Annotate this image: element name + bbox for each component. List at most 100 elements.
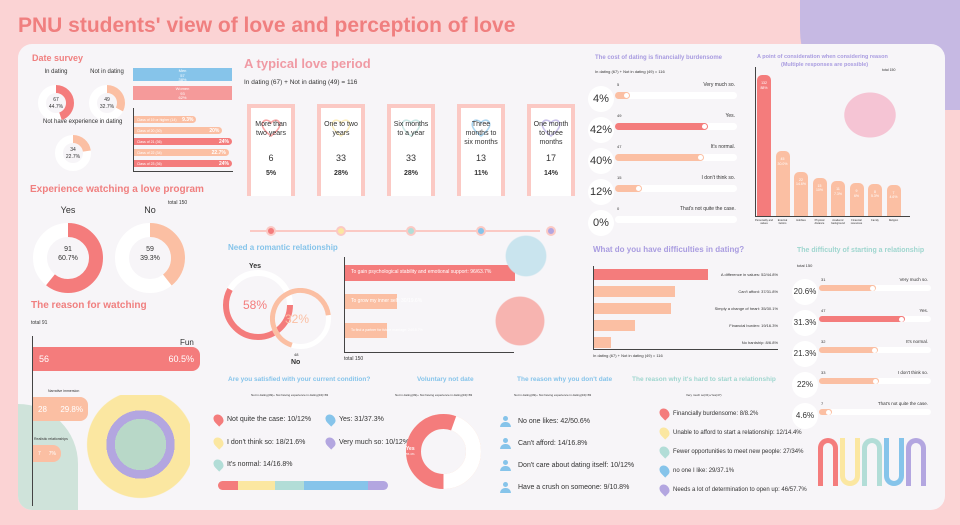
- legend-item: Financially burdensome: 8/8.2%: [657, 406, 758, 421]
- gender-count: 93: [180, 90, 185, 96]
- donut-pct: 44.7%: [48, 104, 64, 110]
- bar-pct: 14.6%: [796, 182, 806, 187]
- bar-value: 45: [780, 157, 785, 162]
- wave-decoration: [884, 438, 904, 486]
- bar-value: 7: [892, 190, 895, 195]
- donut-count: 67: [53, 97, 59, 103]
- legend-label: I don't think so: 18/21.6%: [227, 439, 306, 446]
- section-title: A typical love period: [244, 56, 371, 71]
- chart-title: A point of consideration when considerin…: [757, 54, 888, 60]
- consideration-bar: 7 4.6%: [886, 184, 901, 216]
- section-title: The reason why you don't date: [517, 376, 613, 383]
- bar-pct: 88%: [760, 85, 768, 90]
- pct-badge: 12%: [588, 179, 614, 205]
- donut-segment: [33, 223, 103, 293]
- subtitle: Very much so(31)+Yes(47): [686, 393, 722, 397]
- section-title: Date survey: [32, 53, 84, 63]
- row-fill: [615, 123, 709, 130]
- donut-segment: [115, 223, 185, 293]
- reason-bar: 28 29.8%: [33, 397, 88, 421]
- class-label: Class of 22 (34): [137, 150, 162, 155]
- total-label: total 150: [168, 200, 188, 206]
- row-label: Very much so.: [899, 277, 928, 282]
- romantic-yes-ring: [223, 270, 293, 340]
- section-title: Need a romantic relationship: [228, 243, 338, 252]
- legend-label: Very much so: 10/12%: [339, 439, 410, 446]
- difficulty-bar: [594, 337, 612, 348]
- donut-count: 91: [64, 246, 72, 253]
- stacked-segment: [218, 481, 239, 490]
- heart-icon: [331, 119, 351, 138]
- donut-segment: [223, 270, 293, 340]
- row-label: That's not quite the case.: [877, 401, 928, 406]
- bar-label: Realistic relationships: [34, 437, 68, 441]
- total-label: total 150: [882, 68, 896, 72]
- subtitle: In dating (67) + Not in dating (49) = 11…: [244, 79, 358, 86]
- period-pct: 14%: [543, 170, 558, 177]
- row-count: 7: [821, 401, 824, 406]
- period-card: Three months to six months 13 11%: [457, 104, 505, 196]
- stacked-segment: [275, 481, 304, 490]
- row-label: Very much so.: [703, 82, 735, 88]
- donut-label: Not in dating: [90, 69, 124, 75]
- row-count: 47: [821, 308, 826, 313]
- legend-item: Unable to afford to start a relationship…: [657, 425, 802, 440]
- pct-badge: 0%: [588, 210, 614, 236]
- timeline-dot: [406, 226, 416, 236]
- period-card: More than two years 6 5%: [247, 104, 295, 196]
- list-item: Can't afford: 14/16.8%: [500, 438, 587, 449]
- no-label: No: [291, 359, 301, 366]
- row-count: 5: [617, 82, 620, 87]
- bar-pct: 30.0%: [777, 161, 788, 166]
- location-pin-icon: [211, 435, 226, 450]
- list-item: Don't care about dating itself: 10/12%: [500, 460, 634, 471]
- legend-label: Fewer opportunities to meet new people: …: [673, 448, 804, 455]
- romantic-bar: To gain psychological stability and emot…: [345, 265, 515, 281]
- row-fill: [615, 154, 704, 161]
- period-card: One to two years 33 28%: [317, 104, 365, 196]
- yes-pct: 58%: [243, 298, 268, 312]
- consideration-bar: 11 7.3%: [831, 181, 845, 216]
- heart-icon: [471, 119, 491, 138]
- consideration-bar: 9 6%: [849, 183, 864, 216]
- period-pct: 28%: [403, 170, 418, 177]
- period-label: One to two years: [324, 121, 358, 137]
- legend-item: Needs a lot of determination to open up:…: [657, 482, 807, 497]
- bar-value: 132: [761, 81, 767, 85]
- legend-item: Not quite the case: 10/12%: [211, 412, 311, 427]
- x-tick-label: Family: [871, 219, 879, 222]
- wave-decoration: [818, 438, 838, 486]
- legend-item: It's normal: 14/16.8%: [211, 457, 293, 472]
- bar-label: Financial burden: 19/16.3%: [729, 323, 778, 328]
- subtitle: In dating (67) + Not in dating (49) = 11…: [595, 69, 665, 74]
- bar-pct: 10%: [815, 188, 823, 193]
- row-label: I don't think so.: [897, 370, 928, 375]
- reason-bar: 56 60.5%: [33, 347, 200, 371]
- period-count: 6: [268, 153, 274, 163]
- class-pct: 24%: [218, 138, 229, 145]
- person-icon: [500, 482, 511, 493]
- stacked-segment: [303, 481, 368, 490]
- row-fill: [819, 347, 878, 353]
- period-card: One month to three months 17 14%: [527, 104, 575, 196]
- total-label: total 150: [797, 263, 813, 268]
- donut-pct: 22.7%: [65, 154, 81, 160]
- donut-segment: [55, 135, 91, 171]
- section-title: The reason why it's hard to start a rela…: [632, 376, 776, 383]
- donut-label: In dating: [44, 69, 68, 75]
- survey-donut: [89, 85, 125, 121]
- row-track: [615, 92, 737, 99]
- stacked-segment: [367, 481, 388, 490]
- bar-label: No hardship: 8/6.8%: [741, 340, 778, 345]
- section-title: Voluntary not date: [417, 376, 474, 383]
- timeline-dot: [336, 226, 346, 236]
- y-axis: [32, 336, 33, 506]
- x-axis: [755, 216, 910, 217]
- location-pin-icon: [657, 482, 672, 497]
- subtitle: In dating (67) + Not in dating (49) = 11…: [593, 353, 663, 358]
- period-label: Three months to six months: [464, 121, 498, 146]
- row-count: 31: [821, 277, 826, 282]
- legend-item: Very much so: 10/12%: [323, 435, 410, 450]
- consideration-bar: 22 14.6%: [794, 171, 808, 216]
- row-fill: [819, 378, 880, 384]
